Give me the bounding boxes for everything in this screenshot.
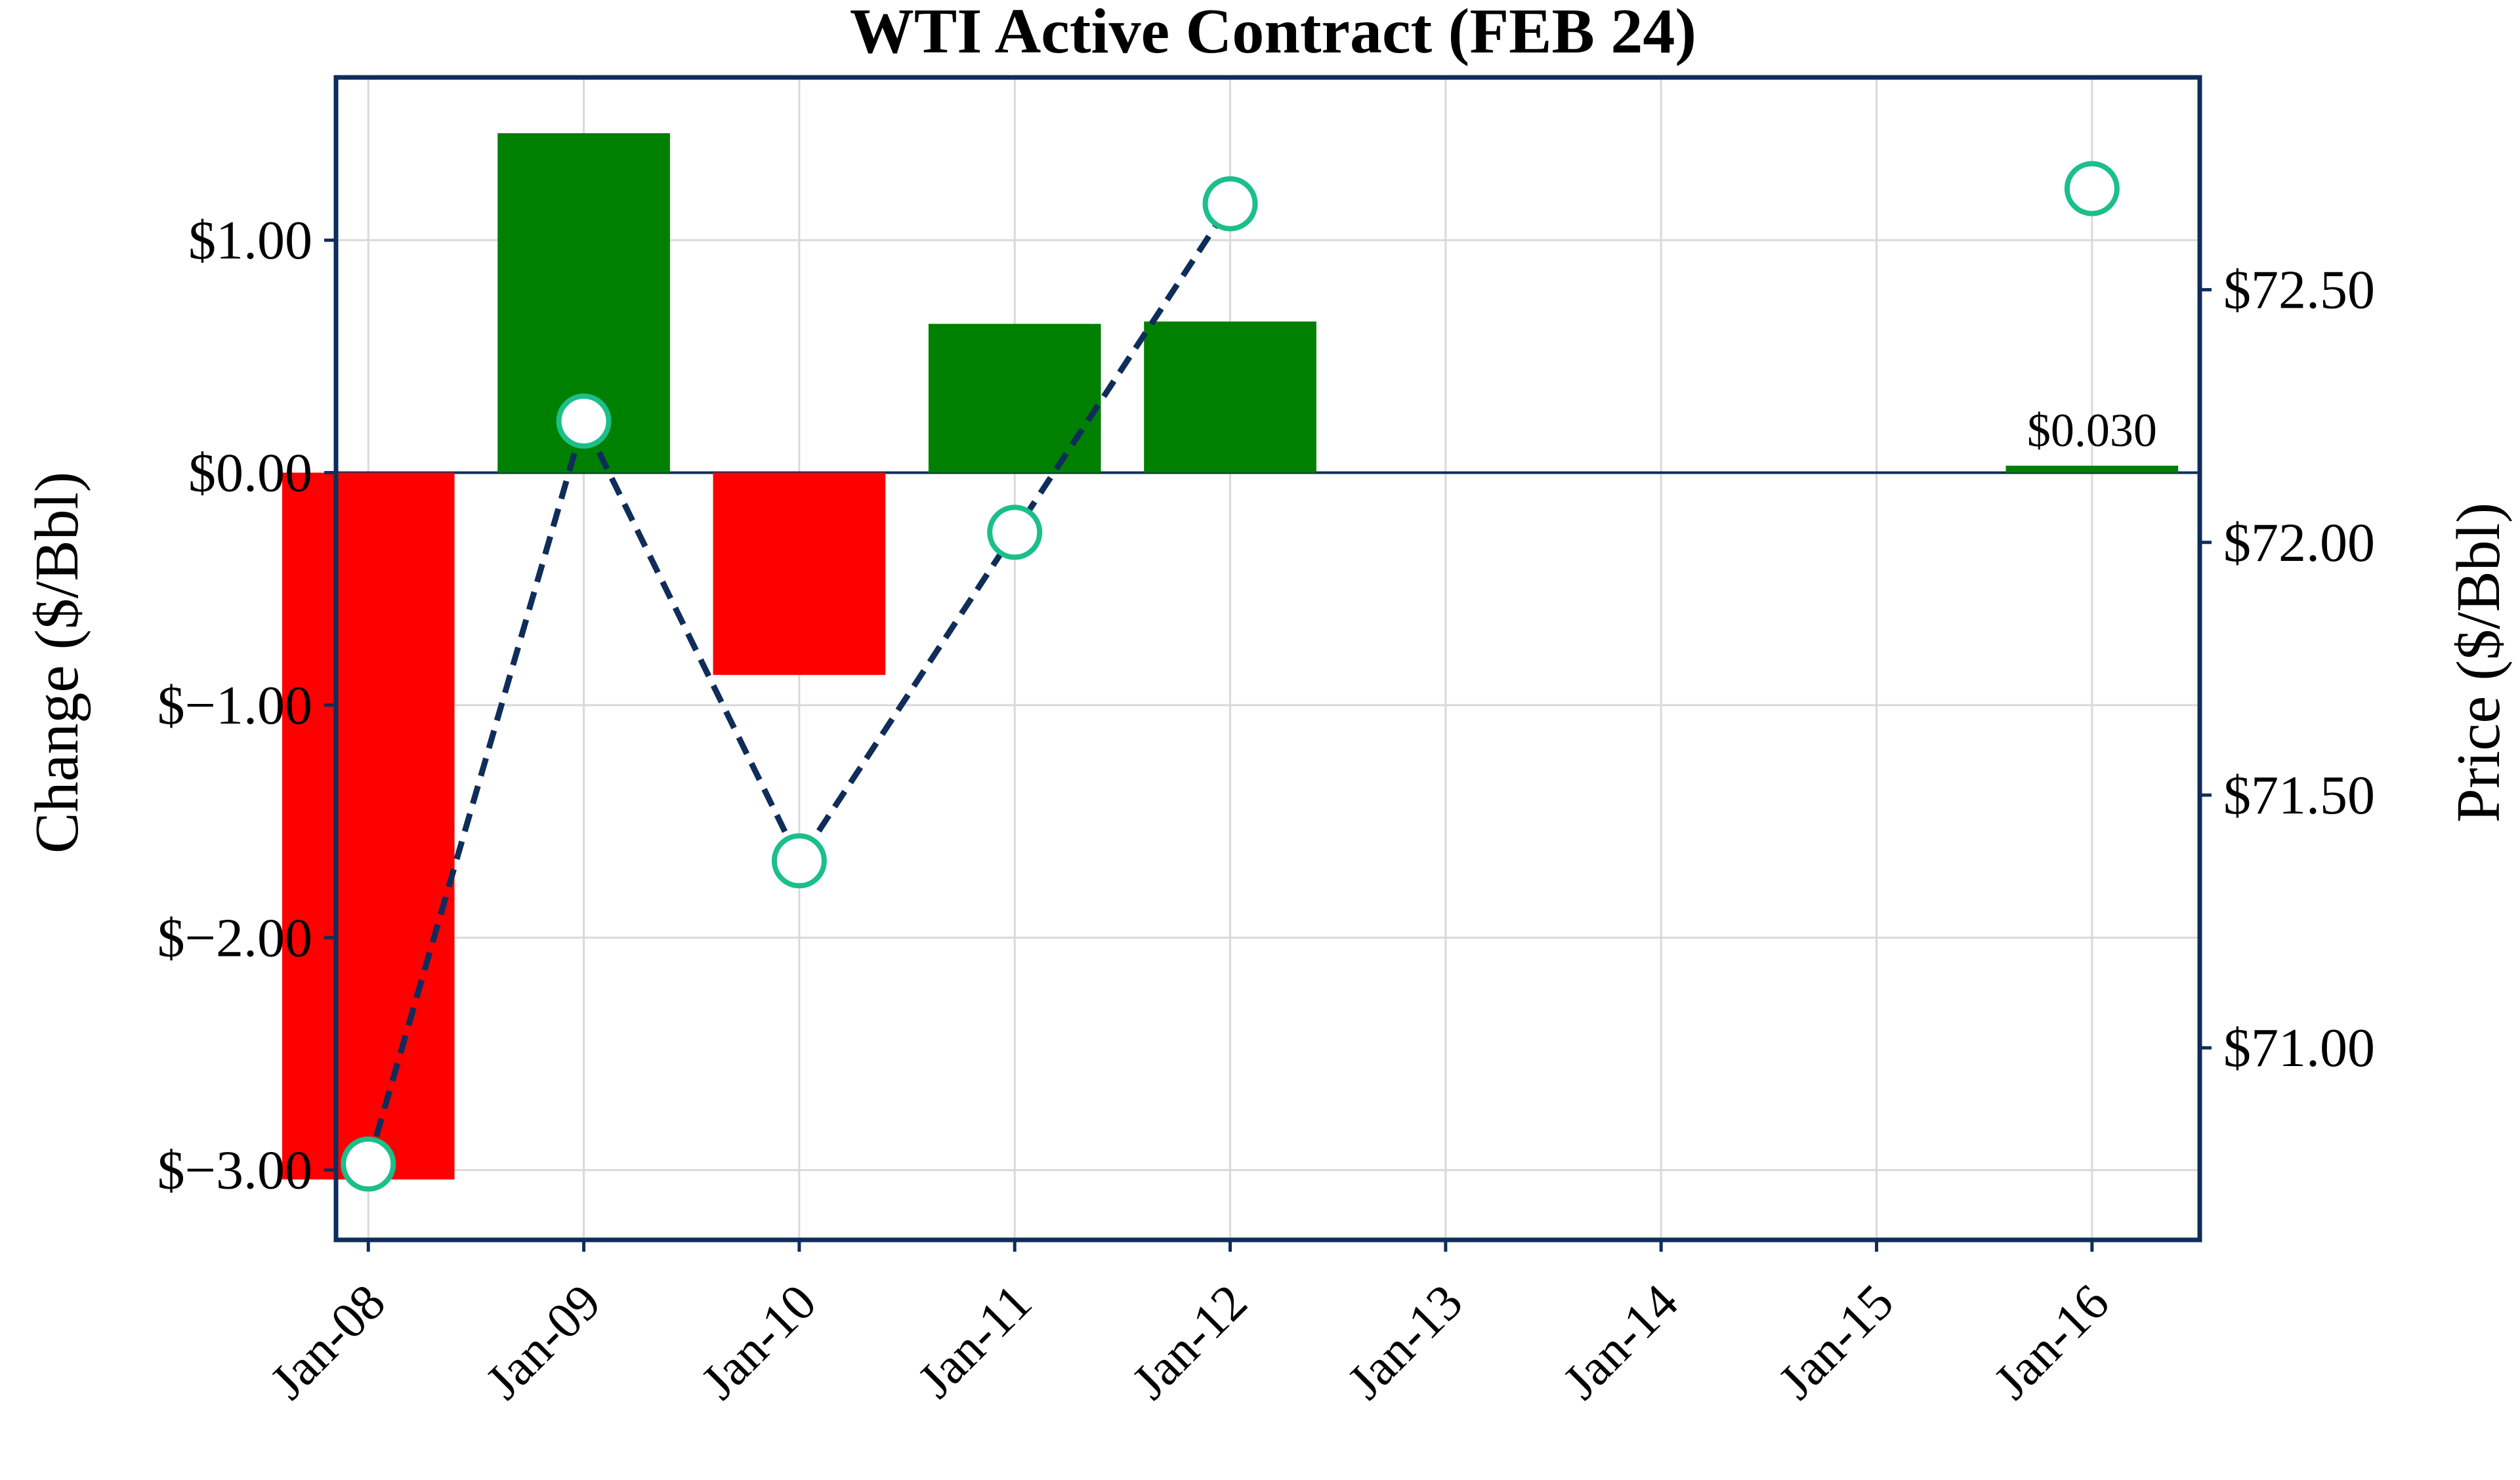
x-tick-label: Jan-12 — [1121, 1273, 1258, 1410]
right-tick-label: $71.50 — [2223, 765, 2375, 826]
price-markers — [341, 161, 2120, 1192]
left-tick-label: $−2.00 — [158, 907, 312, 968]
bar-jan-11 — [928, 323, 1101, 473]
x-tick-label: Jan-10 — [690, 1273, 827, 1410]
x-tick-label: Jan-09 — [474, 1273, 612, 1410]
price-marker-jan-16 — [2064, 161, 2120, 216]
x-tick-label: Jan-13 — [1336, 1273, 1473, 1410]
right-axis-ticks: $72.50 $72.00 $71.50 $71.00 — [2200, 260, 2375, 1079]
bar-jan-10 — [713, 472, 886, 675]
plot-frame — [333, 75, 2202, 1243]
left-tick-label: $−3.00 — [158, 1140, 312, 1201]
left-axis-ticks: $1.00 $0.00 $−1.00 $−2.00 $−3.00 — [158, 210, 336, 1201]
price-marker-jan-08 — [341, 1136, 396, 1192]
x-tick-label: Jan-08 — [259, 1273, 396, 1410]
price-marker-jan-10 — [771, 833, 827, 889]
price-marker-jan-12 — [1202, 176, 1258, 232]
bar-series — [282, 133, 2179, 1180]
chart-title: WTI Active Contract (FEB 24) — [850, 0, 1696, 67]
bar-jan-12 — [1144, 321, 1316, 473]
bar-labels: $0.030 — [2027, 404, 2157, 457]
right-tick-label: $72.50 — [2223, 260, 2375, 321]
x-tick-label: Jan-14 — [1552, 1273, 1689, 1410]
price-marker-jan-11 — [987, 504, 1043, 560]
right-tick-label: $71.00 — [2223, 1018, 2375, 1079]
bar-jan-16 — [2006, 465, 2179, 473]
price-marker-jan-09 — [556, 393, 612, 449]
bar-value-label: $0.030 — [2027, 404, 2157, 457]
bar-jan-08 — [282, 472, 455, 1180]
left-tick-label: $1.00 — [188, 210, 312, 271]
right-axis-label: Price ($/Bbl) — [2445, 503, 2513, 823]
x-tick-label: Jan-16 — [1983, 1273, 2120, 1410]
x-tick-label: Jan-11 — [907, 1273, 1043, 1409]
left-tick-label: $−1.00 — [158, 675, 312, 736]
x-axis-ticks: Jan-08 Jan-09 Jan-10 Jan-11 Jan-12 Jan-13 Jan-… — [259, 1240, 2120, 1410]
left-tick-label: $0.00 — [188, 442, 312, 503]
x-tick-label: Jan-15 — [1767, 1273, 1904, 1410]
right-tick-label: $72.00 — [2223, 512, 2375, 573]
left-axis-label: Change ($/Bbl) — [23, 472, 91, 853]
